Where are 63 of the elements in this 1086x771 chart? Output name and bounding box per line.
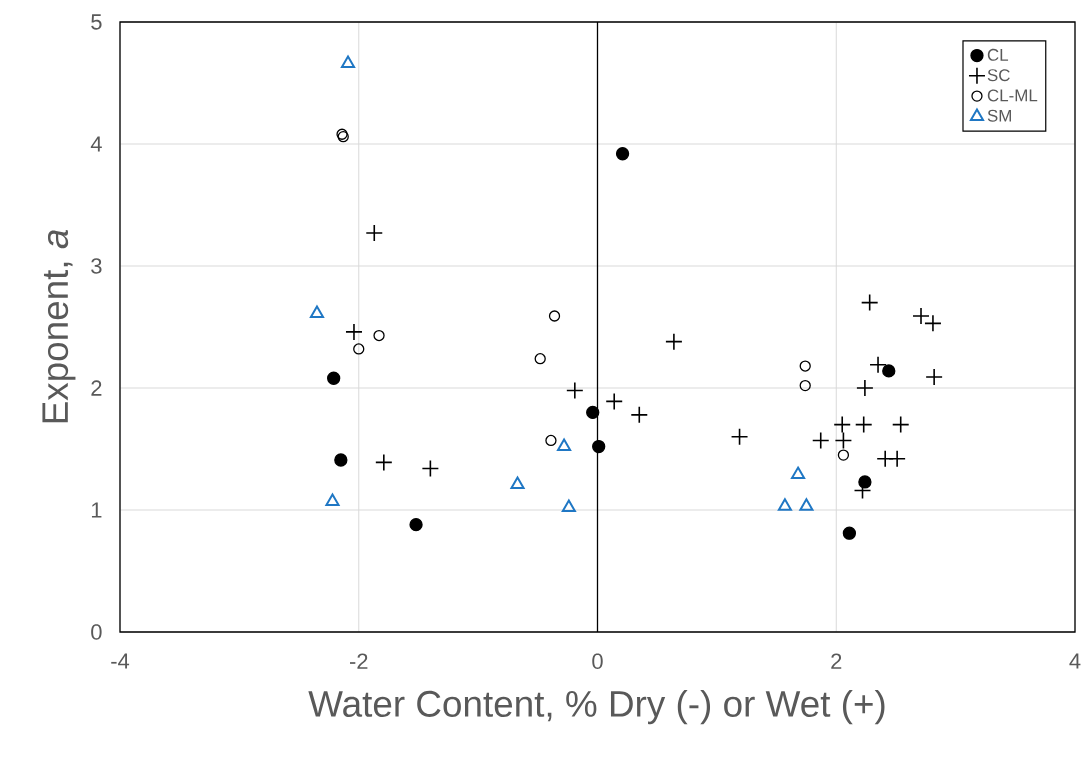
y-axis-title: Exponent, a (42, 229, 76, 423)
point (924, 314, 942, 333)
point (799, 379, 811, 392)
point (605, 392, 624, 411)
point (586, 405, 600, 420)
point (858, 475, 872, 489)
point (365, 224, 384, 242)
point (373, 329, 385, 342)
point (566, 381, 584, 400)
point (327, 371, 341, 385)
point (837, 449, 850, 461)
point (925, 368, 943, 386)
y-tick-label: 1 (91, 502, 102, 518)
x-tick-label: 2 (831, 653, 842, 669)
x-tick-label: -4 (111, 653, 130, 669)
point (777, 498, 792, 511)
point (334, 453, 348, 467)
point (615, 147, 630, 161)
point (811, 431, 830, 450)
x-tick-label: 0 (592, 653, 603, 670)
legend-label: CL (987, 48, 1009, 61)
point (592, 439, 606, 454)
x-tick-label: 4 (1069, 653, 1081, 669)
point (345, 323, 363, 341)
point (891, 415, 910, 434)
legend-label: CL-ML (987, 89, 1038, 102)
point (421, 459, 440, 478)
point (548, 310, 561, 322)
point (665, 332, 683, 351)
y-tick-label: 5 (91, 14, 102, 30)
point (561, 499, 576, 513)
point (833, 415, 852, 434)
y-tick-label: 0 (91, 624, 102, 640)
point (869, 356, 887, 374)
point (557, 438, 572, 452)
legend-label: SM (987, 109, 1011, 122)
y-tick-label: 3 (91, 258, 102, 274)
point (409, 517, 423, 532)
point (730, 428, 749, 446)
point (856, 379, 874, 397)
legend-label: SC (987, 69, 1010, 82)
x-tick-label: -2 (349, 653, 368, 669)
point (799, 360, 811, 372)
point (353, 343, 365, 355)
point (882, 364, 896, 378)
point (534, 353, 546, 365)
point (799, 498, 814, 511)
point (309, 305, 325, 319)
point (888, 449, 906, 468)
point (860, 293, 879, 312)
point (325, 493, 340, 506)
point (842, 526, 857, 540)
point (630, 406, 649, 424)
y-tick-label: 4 (90, 136, 102, 152)
point (510, 476, 525, 489)
y-tick-label: 2 (91, 380, 102, 396)
x-axis-title: Water Content, % Dry (-) or Wet (+) (308, 689, 885, 725)
point (545, 434, 557, 447)
point (790, 466, 806, 480)
point (375, 453, 393, 472)
point (834, 431, 853, 450)
point (854, 415, 873, 434)
point (912, 307, 930, 325)
